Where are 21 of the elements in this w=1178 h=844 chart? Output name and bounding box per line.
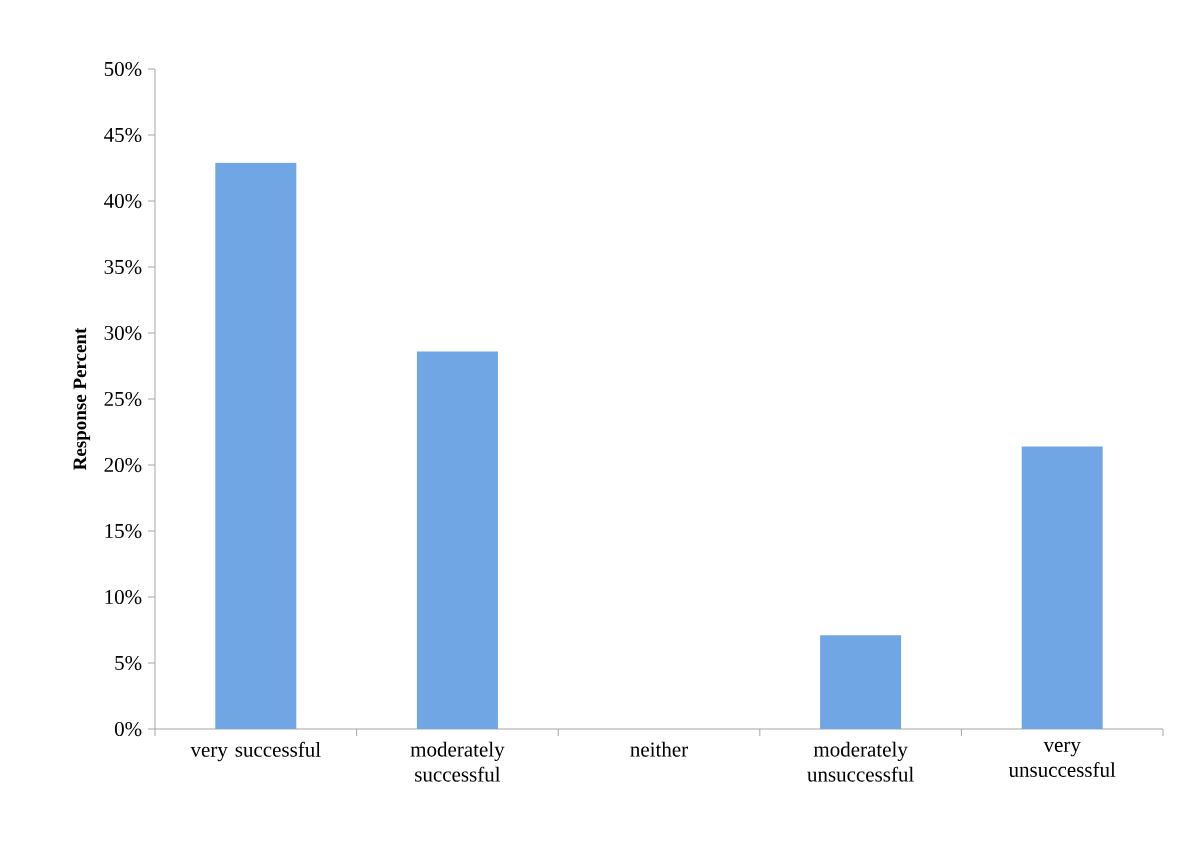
- y-tick-label: 0%: [114, 721, 142, 737]
- bar: [1021, 446, 1103, 729]
- y-tick-label: 35%: [104, 259, 142, 275]
- y-tick-label: 10%: [105, 589, 142, 605]
- bar: [820, 635, 902, 729]
- y-tick-label: 5%: [115, 655, 142, 671]
- x-tick-label: very unsuccessful: [1008, 741, 1116, 777]
- y-tick-label: 15%: [105, 523, 142, 539]
- x-tick-label: moderately unsuccessful: [807, 741, 914, 782]
- y-tick-label: 20%: [104, 457, 142, 473]
- y-tick-label: 25%: [104, 391, 142, 407]
- y-tick-label: 50%: [104, 61, 142, 77]
- bar: [215, 162, 297, 729]
- x-tick-label: neither: [630, 741, 688, 757]
- y-tick-label: 30%: [104, 325, 142, 341]
- bar: [416, 351, 498, 729]
- x-tick-label: very successful: [190, 741, 321, 762]
- y-tick-label: 45%: [104, 127, 142, 143]
- y-axis-title: Response Percent: [73, 327, 91, 470]
- y-tick-label: 40%: [104, 193, 142, 209]
- x-tick-label: moderately successful: [410, 741, 505, 782]
